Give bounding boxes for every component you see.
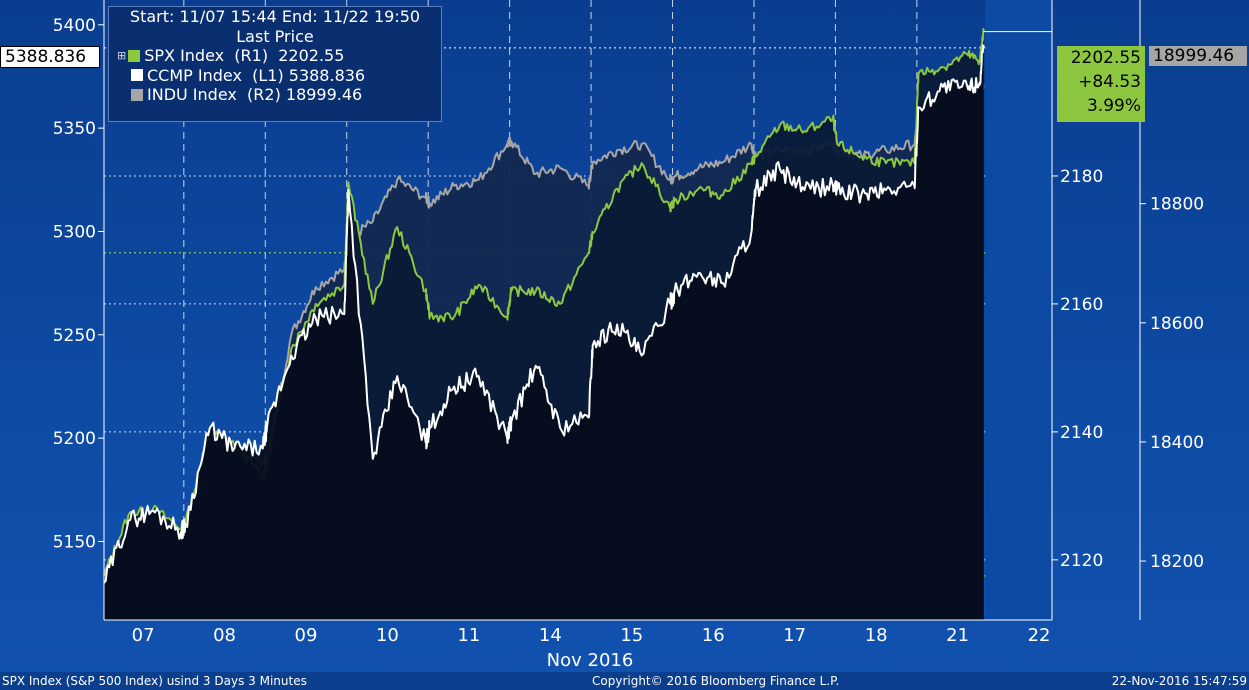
x-tick-label: 10 — [376, 625, 399, 646]
x-tick-label: 07 — [132, 625, 155, 646]
spx-last-price-box: 2202.55 +84.53 3.99% — [1057, 46, 1145, 122]
legend-range: Start: 11/07 15:44 End: 11/22 19:50 — [129, 7, 421, 26]
legend-label-indu: INDU Index (R2) 18999.46 — [147, 85, 363, 104]
indu-last-price-tag: 18999.46 — [1149, 46, 1247, 66]
left-tick-label: 5200 — [53, 429, 96, 449]
x-tick-label: 18 — [865, 625, 888, 646]
legend-item-spx[interactable]: ⊞ SPX Index (R1) 2202.55 — [109, 46, 441, 66]
right1-tick-label: 2180 — [1060, 167, 1103, 187]
right2-tick-label: 18200 — [1150, 552, 1204, 572]
footer-copyright: Copyright© 2016 Bloomberg Finance L.P. — [592, 674, 840, 688]
right1-tick-label: 2120 — [1060, 551, 1103, 571]
series-layer — [103, 0, 1052, 620]
footer-bar: SPX Index (S&P 500 Index) usind 3 Days 3… — [0, 672, 1249, 690]
legend-item-indu[interactable]: INDU Index (R2) 18999.46 — [109, 85, 441, 105]
x-tick-label: 11 — [457, 625, 480, 646]
series-ccmp-area — [104, 45, 984, 620]
right1-tick-label: 2140 — [1060, 423, 1103, 443]
right2-tick-label: 18400 — [1150, 433, 1204, 453]
legend-label-ccmp: CCMP Index (L1) 5388.836 — [147, 65, 366, 85]
legend-label-spx: SPX Index (R1) 2202.55 — [144, 46, 345, 65]
spx-last-price: 2202.55 — [1070, 48, 1141, 68]
legend: Start: 11/07 15:44 End: 11/22 19:50 Last… — [108, 6, 442, 122]
expand-icon[interactable]: ⊞ — [117, 49, 127, 62]
spx-net-change: +84.53 — [1078, 72, 1141, 92]
x-tick-label: 16 — [702, 625, 725, 646]
left-last-price-tag: 5388.836 — [0, 46, 100, 68]
series-ccmp-line — [103, 44, 985, 584]
legend-swatch-ccmp — [131, 69, 143, 82]
x-tick-label: 15 — [620, 625, 643, 646]
x-tick-label: 21 — [946, 625, 969, 646]
legend-heading: Last Price — [236, 26, 314, 46]
axis-layer: 5150 5200 5250 5300 5350 5400 2120 2140 2160 2180… — [53, 0, 1204, 671]
legend-item-ccmp[interactable]: CCMP Index (L1) 5388.836 — [109, 66, 441, 86]
footer-security: SPX Index (S&P 500 Index) usind 3 Days 3… — [2, 674, 307, 688]
right1-tick-label: 2160 — [1060, 295, 1103, 315]
x-tick-label: 14 — [539, 625, 562, 646]
x-tick-label: 09 — [295, 625, 318, 646]
footer-timestamp: 22-Nov-2016 15:47:59 — [1111, 674, 1247, 688]
legend-swatch-indu — [131, 88, 143, 101]
left-tick-label: 5350 — [53, 119, 96, 139]
left-tick-label: 5150 — [53, 532, 96, 552]
x-tick-label: 17 — [783, 625, 806, 646]
right2-tick-label: 18800 — [1150, 195, 1204, 215]
chart-canvas: 5150 5200 5250 5300 5350 5400 2120 2140 2160 2180… — [53, 0, 1204, 671]
left-tick-label: 5400 — [53, 16, 96, 36]
future-region — [985, 0, 1052, 620]
spx-pct-change: 3.99% — [1086, 96, 1141, 116]
legend-swatch-spx — [128, 49, 141, 62]
left-tick-label: 5300 — [53, 222, 96, 242]
x-tick-label: 22 — [1028, 625, 1051, 646]
left-tick-label: 5250 — [53, 326, 96, 346]
right2-tick-label: 18600 — [1150, 314, 1204, 334]
x-axis-title: Nov 2016 — [547, 650, 634, 671]
x-tick-label: 08 — [213, 625, 236, 646]
